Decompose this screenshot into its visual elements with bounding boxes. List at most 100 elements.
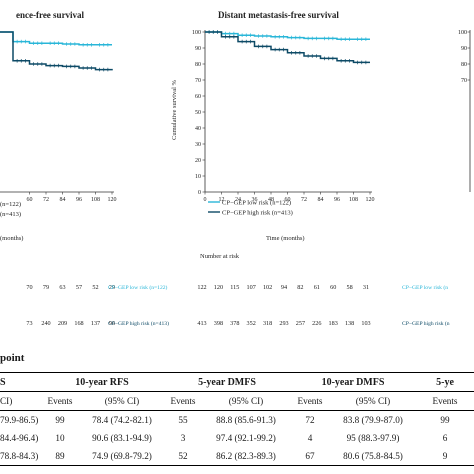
middle-series-line-1	[205, 31, 370, 64]
left-legend-low-label: (n=122)	[0, 201, 21, 208]
middle-y-tick-label: 60	[195, 94, 201, 100]
table-cell: 78.8-84.3)	[0, 447, 40, 466]
middle-risk-low-count: 107	[247, 284, 256, 291]
middle-y-tick-label: 10	[195, 174, 201, 180]
left-x-tick-label: 72	[43, 197, 49, 203]
table-cell: 79.9-86.5)	[0, 415, 39, 425]
table-cell: 10	[55, 433, 65, 443]
left-panel: ence-free survival 60 72 84 96 108 120 (n=122…	[0, 10, 117, 327]
table-cell: 4	[307, 433, 313, 443]
left-panel-title: ence-free survival	[16, 10, 85, 20]
right-y-tick-label: 100	[458, 30, 467, 36]
left-plot-area: 60 72 84 96 108 120	[0, 31, 117, 203]
table-cell: 9	[416, 447, 474, 466]
middle-legend-high-label: CP−GEP high risk (n=413)	[222, 210, 293, 217]
subheader-cell: Events	[290, 391, 330, 411]
middle-y-tick-label: 100	[192, 30, 201, 36]
middle-risk-high-count: 226	[312, 320, 321, 327]
left-risk-low-count: 63	[59, 284, 65, 291]
middle-risk-low-count: 58	[347, 284, 353, 291]
middle-risk-low-count: 94	[281, 284, 287, 291]
table-cell: 74.9 (69.8-79.2)	[80, 447, 164, 466]
subheader-cell: Events	[164, 391, 202, 411]
middle-risk-table: 122 120 115 107 102 94 82 61 60 58 31 413 398 378 352 3…	[197, 284, 370, 327]
left-series-line-1	[0, 31, 113, 71]
middle-risk-low-count: 115	[230, 284, 239, 291]
table-caption: point	[0, 352, 25, 364]
left-x-tick-label: 108	[91, 197, 100, 203]
middle-x-tick-label: 48	[268, 197, 274, 203]
table-cell: 97.4 (92.1-99.2)	[216, 433, 276, 443]
left-risk-high-count: 209	[58, 320, 67, 327]
left-risk-low-count: 29	[109, 284, 115, 291]
right-risk-high-label: CP−GEP high risk (n	[402, 320, 450, 327]
middle-x-tick-label: 36	[252, 197, 258, 203]
left-risk-high-count: 137	[91, 320, 100, 327]
middle-y-tick-label: 40	[195, 126, 201, 132]
table-cell: 95 (88.3-97.9)	[346, 433, 400, 443]
middle-x-tick-label: 108	[349, 197, 358, 203]
middle-risk-low-count: 31	[363, 284, 369, 291]
table-header-row: S 10-year RFS 5-year DMFS 10-year DMFS 5…	[0, 372, 474, 392]
subheader-cell: (95% CI)	[202, 391, 290, 411]
number-at-risk-title: Number at risk	[200, 253, 240, 260]
middle-x-tick-label: 24	[235, 197, 241, 203]
middle-risk-high-count: 352	[247, 320, 256, 327]
middle-risk-high-count: 318	[263, 320, 272, 327]
table-row: 84.4-96.4) 10 90.6 (83.1-94.9) 3 97.4 (9…	[0, 429, 474, 447]
middle-y-tick-label: 70	[195, 78, 201, 84]
right-risk-low-label: CP−GEP low risk (n	[402, 284, 448, 291]
table-cell: 86.2 (82.3-89.3)	[202, 447, 290, 466]
middle-risk-high-count: 183	[329, 320, 338, 327]
right-panel: 100 90 80 70 CP−GEP low risk (n CP−GEP high…	[402, 30, 471, 327]
middle-y-tick-label: 0	[198, 190, 201, 196]
table-cell: 72	[305, 415, 315, 425]
left-risk-low-count: 70	[26, 284, 32, 291]
middle-x-tick-label: 12	[219, 197, 225, 203]
figure-canvas: ence-free survival 60 72 84 96 108 120 (n=122…	[0, 10, 471, 327]
left-risk-high-count: 96	[109, 320, 115, 327]
middle-plot-area: 0 10 20 30 40 50 60 70 80 90 100 0 12 24 36 48 60 72 84 96 1…	[192, 30, 375, 203]
left-risk-low-count: 52	[92, 284, 98, 291]
table-cell: 89	[40, 447, 80, 466]
left-x-axis-label: (months)	[0, 235, 23, 242]
middle-x-tick-label: 120	[366, 197, 375, 203]
header-cell: 5-ye	[416, 372, 474, 392]
table-cell: 80.6 (75.8-84.5)	[330, 447, 416, 466]
left-risk-high-count: 168	[74, 320, 83, 327]
table-cell: 67	[290, 447, 330, 466]
middle-legend: CP−GEP low risk (n=122) CP−GEP high risk…	[208, 200, 293, 217]
table-cell: 3	[180, 433, 186, 443]
header-cell: 5-year DMFS	[164, 372, 290, 392]
middle-x-axis-label: Time (months)	[266, 235, 305, 242]
header-cell: 10-year DMFS	[290, 372, 416, 392]
middle-risk-high-count: 378	[230, 320, 239, 327]
left-x-tick-label: 120	[108, 197, 117, 203]
subheader-cell: (95% CI)	[330, 391, 416, 411]
table-row: 78.8-84.3) 89 74.9 (69.8-79.2) 52 86.2 (…	[0, 447, 474, 466]
left-risk-high-count: 73	[26, 320, 32, 327]
left-risk-low-count: 79	[43, 284, 49, 291]
middle-risk-low-count: 60	[330, 284, 336, 291]
middle-x-tick-label: 72	[301, 197, 307, 203]
middle-y-axis-label: Cumulative survival %	[171, 79, 178, 140]
middle-risk-low-label: CP−GEP low risk (n=122)	[108, 284, 168, 291]
table-cell: 90.6 (83.1-94.9)	[92, 433, 152, 443]
table-cell: 99	[440, 415, 450, 425]
middle-panel-title: Distant metastasis-free survival	[218, 10, 339, 20]
results-table: S 10-year RFS 5-year DMFS 10-year DMFS 5…	[0, 372, 474, 466]
middle-x-tick-label: 84	[318, 197, 324, 203]
middle-y-tick-label: 20	[195, 158, 201, 164]
subheader-cell: Events	[416, 391, 474, 411]
middle-risk-high-label: CP−GEP high risk (n=413)	[108, 320, 169, 327]
middle-risk-high-count: 103	[361, 320, 370, 327]
middle-y-tick-label: 30	[195, 142, 201, 148]
header-cell: 10-year RFS	[40, 372, 164, 392]
middle-risk-high-count: 398	[214, 320, 223, 327]
middle-y-tick-label: 90	[195, 46, 201, 52]
table-cell: 78.4 (74.2-82.1)	[92, 415, 152, 425]
right-plot-area: 100 90 80 70	[458, 30, 471, 192]
middle-x-tick-label: 96	[334, 197, 340, 203]
table-cell: 52	[164, 447, 202, 466]
left-legend-high-label: (n=413)	[0, 211, 21, 218]
